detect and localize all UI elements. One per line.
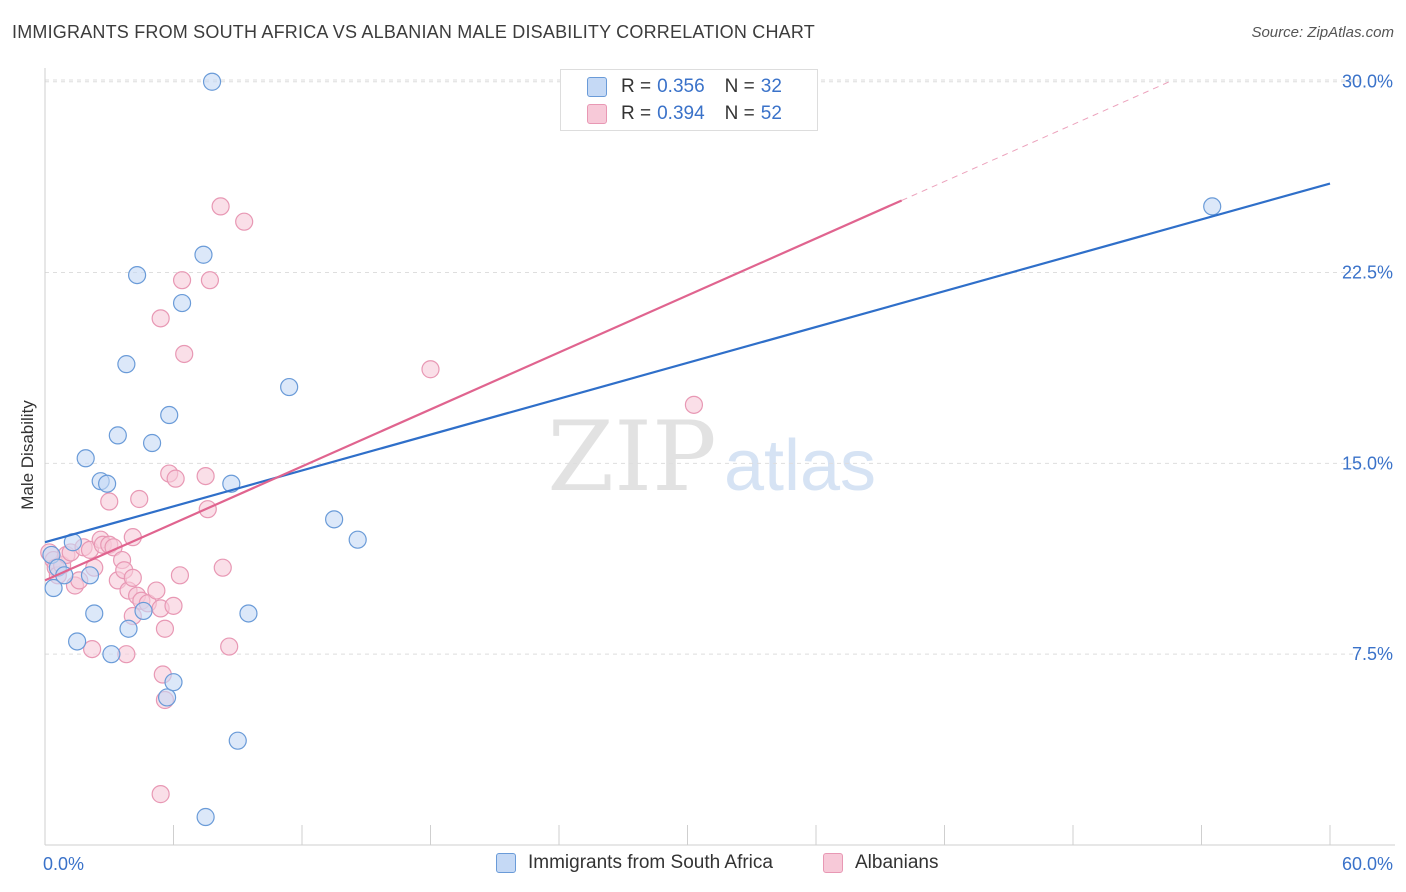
data-points <box>40 72 1222 827</box>
y-tick-label: 15.0% <box>1342 453 1393 473</box>
point-south-africa <box>280 377 299 397</box>
tick-labels: 7.5% 15.0% 22.5% 30.0% 0.0% 60.0% <box>43 72 1393 874</box>
point-south-africa <box>85 604 104 623</box>
point-albanian <box>123 568 142 587</box>
chart-title: IMMIGRANTS FROM SOUTH AFRICA VS ALBANIAN… <box>12 22 815 42</box>
point-albanian <box>220 637 239 656</box>
trend-line-albanian <box>44 199 903 582</box>
axes <box>44 68 1395 846</box>
point-south-africa <box>142 433 162 453</box>
point-albanian <box>172 271 192 290</box>
point-south-africa <box>325 510 344 529</box>
point-south-africa <box>157 688 177 707</box>
y-tick-label: 22.5% <box>1342 263 1393 283</box>
point-albanian <box>100 492 119 511</box>
trend-lines <box>44 81 1331 582</box>
point-albanian <box>213 558 232 577</box>
legend-n-value: 32 <box>760 76 782 97</box>
point-south-africa <box>160 405 179 425</box>
legend-swatch-blue <box>587 77 607 97</box>
point-albanian <box>166 469 185 488</box>
legend-r-value: 0.394 <box>657 103 705 124</box>
series-legend-albanians: Albanians <box>823 852 938 874</box>
legend-n-label: N = <box>724 103 755 124</box>
point-albanian <box>83 639 102 659</box>
point-south-africa <box>172 293 192 313</box>
point-albanian <box>147 581 166 600</box>
legend-n-label: N = <box>724 76 755 97</box>
point-albanian <box>211 197 230 216</box>
point-albanian <box>235 212 254 231</box>
point-south-africa <box>134 601 153 621</box>
series-swatch-pink <box>823 853 843 873</box>
point-south-africa <box>196 807 215 827</box>
point-albanian <box>151 785 170 804</box>
point-albanian <box>170 566 190 585</box>
point-south-africa <box>76 449 95 468</box>
point-south-africa <box>68 632 87 651</box>
point-south-africa <box>348 530 367 549</box>
point-albanian <box>164 596 183 615</box>
point-albanian <box>684 395 704 414</box>
point-south-africa <box>194 245 213 264</box>
legend-r-value: 0.356 <box>657 76 705 97</box>
point-albanian <box>155 619 175 638</box>
legend-row-south-africa: R = 0.356 N = 32 <box>587 75 782 99</box>
legend-n-value: 52 <box>760 103 782 124</box>
trend-line-south-africa <box>44 182 1331 544</box>
point-south-africa <box>228 731 247 750</box>
point-south-africa <box>127 265 147 285</box>
point-south-africa <box>164 673 183 692</box>
y-tick-label: 7.5% <box>1352 644 1393 664</box>
series-swatch-blue <box>496 853 516 873</box>
point-south-africa <box>102 645 121 664</box>
x-tick-label: 0.0% <box>43 854 84 874</box>
legend-row-albanians: R = 0.394 N = 52 <box>587 102 782 126</box>
point-south-africa <box>117 355 136 374</box>
legend-swatch-pink <box>587 104 607 124</box>
point-south-africa <box>1203 197 1222 216</box>
trend-line-albanian-extension <box>901 81 1170 201</box>
point-south-africa <box>119 619 138 638</box>
series-legend: Immigrants from South Africa Albanians <box>0 852 1406 876</box>
point-albanian <box>151 309 170 328</box>
point-albanian <box>421 360 440 379</box>
point-south-africa <box>108 426 127 445</box>
point-south-africa <box>98 474 117 493</box>
watermark-atlas: atlas <box>724 426 876 506</box>
series-legend-label: Albanians <box>855 852 939 873</box>
series-legend-label: Immigrants from South Africa <box>528 852 773 873</box>
point-albanian <box>130 489 149 509</box>
watermark-zip: ZIP <box>547 401 716 513</box>
point-albanian <box>196 466 215 486</box>
x-tick-label: 60.0% <box>1342 854 1393 874</box>
source-label: Source: ZipAtlas.com <box>1251 24 1394 41</box>
legend-r-label: R = <box>621 76 652 97</box>
point-albanian <box>175 344 194 364</box>
correlation-legend: R = 0.356 N = 32 R = 0.394 N = 52 <box>560 69 818 131</box>
legend-r-label: R = <box>621 103 652 124</box>
point-south-africa <box>202 72 222 91</box>
point-south-africa <box>80 566 100 585</box>
point-albanian <box>200 271 220 290</box>
gridlines <box>45 79 1360 655</box>
y-tick-label: 30.0% <box>1342 72 1393 92</box>
point-south-africa <box>44 578 63 598</box>
watermark: ZIP atlas <box>547 401 876 513</box>
point-south-africa <box>239 604 258 623</box>
series-legend-south-africa: Immigrants from South Africa <box>496 852 773 874</box>
